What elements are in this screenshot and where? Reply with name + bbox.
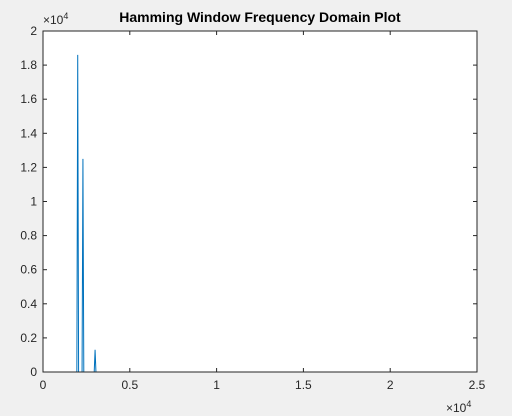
y-tick-label: 0.8 [20, 229, 37, 243]
y-tick-label: 1.2 [20, 160, 37, 174]
svg-text:×104: ×104 [446, 399, 471, 415]
y-tick-label: 1 [30, 195, 37, 209]
y-tick-label: 2 [30, 24, 37, 38]
chart-title: Hamming Window Frequency Domain Plot [119, 9, 401, 25]
x-exponent-power: 4 [466, 399, 471, 409]
y-exponent-power: 4 [63, 11, 68, 21]
x-exponent-base: ×10 [446, 401, 467, 415]
y-tick-label: 1.4 [20, 126, 37, 140]
x-exponent-label: ×104 [446, 399, 471, 415]
x-tick-label: 0 [40, 378, 47, 392]
axes-area [43, 31, 477, 372]
y-tick-label: 0.2 [20, 331, 37, 345]
x-tick-label: 2.5 [469, 378, 486, 392]
x-tick-label: 2 [387, 378, 394, 392]
svg-text:×104: ×104 [43, 11, 68, 27]
axes-box [42, 30, 478, 373]
y-tick-label: 1.6 [20, 92, 37, 106]
y-exponent-label: ×104 [43, 11, 68, 27]
y-tick-label: 0.6 [20, 263, 37, 277]
y-tick-label: 0 [30, 365, 37, 379]
x-tick-label: 1 [213, 378, 220, 392]
plot-series [43, 54, 477, 373]
x-tick-label: 0.5 [121, 378, 138, 392]
y-tick-label: 1.8 [20, 58, 37, 72]
x-tick-label: 1.5 [295, 378, 312, 392]
series-line-0 [43, 54, 477, 373]
y-tick-label: 0.4 [20, 297, 37, 311]
tick-labels: 0 0.5 1 1.5 2 2.5 0 0.2 0.4 0.6 0.8 1 1.2 1.4 1.6 1.8 2 [20, 24, 485, 392]
axis-ticks [42, 30, 478, 373]
y-exponent-base: ×10 [43, 13, 64, 27]
